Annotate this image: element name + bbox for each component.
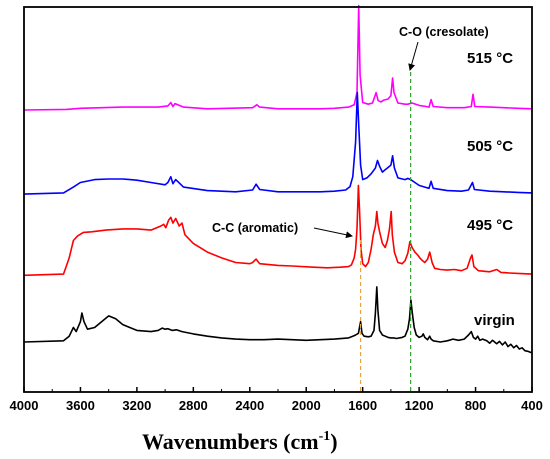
- x-axis-label: Wavenumbers (cm-1): [142, 429, 338, 454]
- x-tick-label-2800: 2800: [179, 398, 208, 413]
- x-tick-label-1600: 1600: [348, 398, 377, 413]
- x-tick-label-1200: 1200: [405, 398, 434, 413]
- series-line-495-c: [23, 184, 533, 277]
- series-label-515: 515 °C: [467, 50, 513, 67]
- x-tick-label-3200: 3200: [122, 398, 151, 413]
- x-tick-label-2400: 2400: [235, 398, 264, 413]
- series-label-495: 495 °C: [467, 217, 513, 234]
- x-tick-label-4000: 4000: [10, 398, 39, 413]
- annotation-co-cresolate: C-O (cresolate): [399, 25, 489, 39]
- annotation-cc-aromatic: C-C (aromatic): [212, 221, 298, 235]
- series-label-505: 505 °C: [467, 138, 513, 155]
- plot-frame: [23, 6, 533, 393]
- x-tick-label-400: 400: [521, 398, 543, 413]
- x-tick-label-800: 800: [465, 398, 487, 413]
- x-tick-label-2000: 2000: [292, 398, 321, 413]
- x-tick-label-3600: 3600: [66, 398, 95, 413]
- series-line-505-c: [23, 91, 533, 195]
- series-line-515-c: [23, 4, 533, 111]
- series-line-virgin: [23, 286, 532, 354]
- x-axis: 4000 3600 3200 2800 2400 2000 1600 1200 800 400: [10, 387, 543, 413]
- series-label-virgin: virgin: [474, 312, 515, 329]
- annotation-co-arrow: [408, 41, 419, 71]
- guides-layer: [359, 72, 412, 392]
- annotation-cc-arrow: [313, 227, 353, 239]
- series-layer: [23, 4, 533, 354]
